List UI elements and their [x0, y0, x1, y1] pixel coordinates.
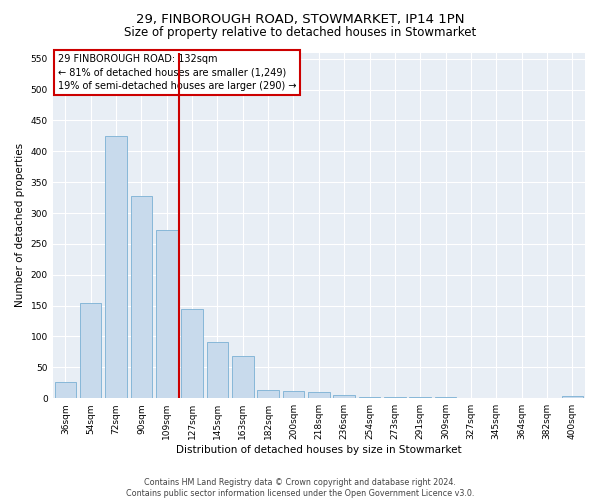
- Bar: [257, 390, 279, 398]
- Bar: [283, 392, 304, 398]
- Bar: [334, 395, 355, 398]
- Text: 29, FINBOROUGH ROAD, STOWMARKET, IP14 1PN: 29, FINBOROUGH ROAD, STOWMARKET, IP14 1P…: [136, 12, 464, 26]
- Bar: [384, 397, 406, 398]
- X-axis label: Distribution of detached houses by size in Stowmarket: Distribution of detached houses by size …: [176, 445, 461, 455]
- Text: 29 FINBOROUGH ROAD: 132sqm
← 81% of detached houses are smaller (1,249)
19% of s: 29 FINBOROUGH ROAD: 132sqm ← 81% of deta…: [58, 54, 296, 90]
- Bar: [435, 397, 457, 398]
- Bar: [409, 397, 431, 398]
- Bar: [359, 397, 380, 398]
- Bar: [156, 230, 178, 398]
- Bar: [105, 136, 127, 398]
- Bar: [131, 196, 152, 398]
- Bar: [55, 382, 76, 398]
- Text: Contains HM Land Registry data © Crown copyright and database right 2024.
Contai: Contains HM Land Registry data © Crown c…: [126, 478, 474, 498]
- Bar: [206, 342, 228, 398]
- Bar: [562, 396, 583, 398]
- Bar: [232, 356, 254, 398]
- Text: Size of property relative to detached houses in Stowmarket: Size of property relative to detached ho…: [124, 26, 476, 39]
- Y-axis label: Number of detached properties: Number of detached properties: [15, 144, 25, 308]
- Bar: [80, 302, 101, 398]
- Bar: [181, 308, 203, 398]
- Bar: [308, 392, 329, 398]
